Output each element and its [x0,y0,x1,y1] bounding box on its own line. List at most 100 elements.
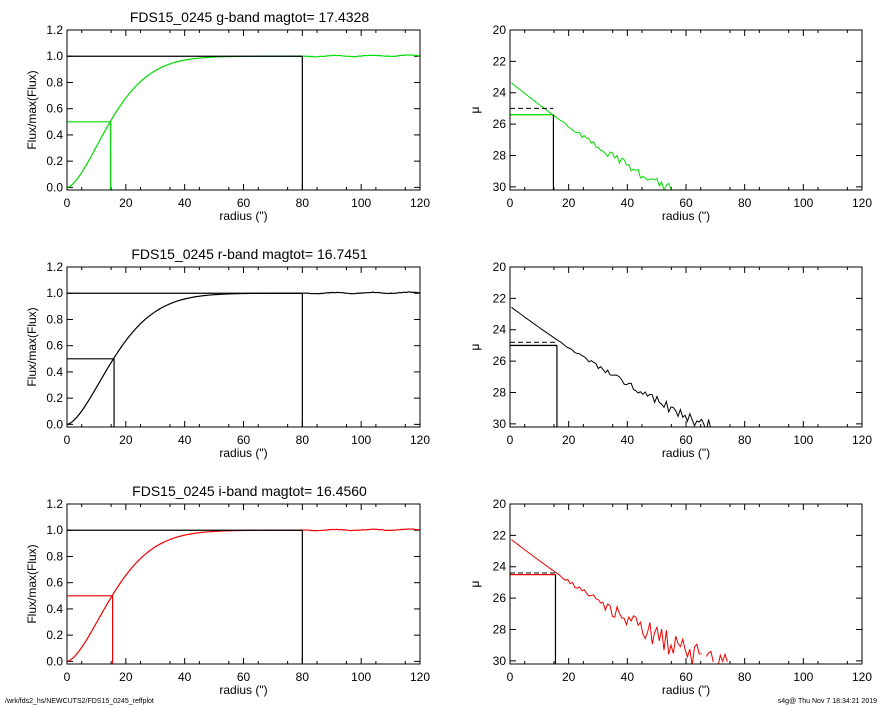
y-axis-label: Flux/max(Flux) [25,70,39,149]
y-axis-label: μ [468,106,482,113]
x-axis-label: radius (") [219,209,267,223]
y-tick-label: 0.8 [46,75,63,89]
plot-area [67,291,420,427]
x-axis-label: radius (") [219,683,267,697]
y-tick-label: 0.4 [46,602,63,616]
plot-frame [509,266,863,428]
y-tick-label: 1.2 [46,497,63,511]
y-tick-label: 0.4 [46,128,63,142]
y-tick-label: 0.0 [46,180,63,194]
chart-title: FDS15_0245 i-band magtot= 16.4560 [132,483,367,499]
footer-path: /wrk/fds2_hs/NEWCUTS2/FDS15_0245_reffplo… [5,698,154,705]
y-tick-label: 26 [493,354,507,368]
x-tick-label: 60 [237,670,251,684]
y-tick-label: 0.6 [46,102,63,116]
y-tick-label: 24 [493,323,507,337]
x-axis-label: radius (") [219,446,267,460]
y-tick-label: 0.6 [46,576,63,590]
plot-frame [509,29,863,191]
y-tick-label: 0.0 [46,654,63,668]
x-tick-label: 100 [793,433,813,447]
growth-curve [67,528,420,662]
x-tick-label: 80 [738,670,752,684]
x-tick-label: 120 [852,196,872,210]
x-tick-label: 20 [562,196,576,210]
y-axis-label: Flux/max(Flux) [25,307,39,386]
plot-area [67,54,420,190]
x-tick-label: 0 [64,196,71,210]
y-tick-label: 1.0 [46,49,63,63]
x-tick-label: 100 [351,670,371,684]
x-axis-label: radius (") [662,209,710,223]
y-tick-label: 0.4 [46,365,63,379]
y-tick-label: 24 [493,560,507,574]
x-tick-label: 80 [296,670,310,684]
chart-title: FDS15_0245 g-band magtot= 17.4328 [130,9,370,25]
y-tick-label: 28 [493,148,507,162]
x-tick-label: 20 [119,670,133,684]
y-tick-label: 24 [493,86,507,100]
x-tick-label: 100 [793,196,813,210]
x-tick-label: 0 [64,670,71,684]
y-axis-label: μ [468,580,482,587]
panel-3: FDS15_0245 r-band magtot= 16.7451 0 20 40 60… [25,246,430,460]
x-tick-label: 20 [562,433,576,447]
y-axis-label: Flux/max(Flux) [25,544,39,623]
y-axis-label: μ [468,343,482,350]
x-tick-label: 120 [852,433,872,447]
x-tick-label: 80 [738,196,752,210]
x-tick-label: 120 [410,670,430,684]
profile-curve [511,306,711,427]
x-tick-label: 20 [119,433,133,447]
y-tick-label: 20 [493,23,507,37]
y-tick-label: 20 [493,260,507,274]
x-tick-label: 60 [237,433,251,447]
y-tick-label: 0.2 [46,154,63,168]
y-tick-label: 30 [493,417,507,431]
y-tick-label: 0.8 [46,312,63,326]
y-tick-label: 0.2 [46,391,63,405]
y-tick-label: 1.0 [46,286,63,300]
y-tick-label: 0.8 [46,549,63,563]
panel-1: FDS15_0245 g-band magtot= 17.4328 0 20 40 60… [25,9,430,223]
x-axis-label: radius (") [662,446,710,460]
x-tick-label: 100 [351,433,371,447]
y-tick-label: 0.2 [46,628,63,642]
x-tick-label: 40 [621,670,635,684]
y-tick-label: 1.0 [46,523,63,537]
y-tick-label: 22 [493,54,507,68]
x-tick-label: 120 [410,433,430,447]
footer-timestamp: s4g@ Thu Nov 7 18:34:21 2019 [777,698,877,705]
y-tick-label: 0.0 [46,417,63,431]
growth-curve [67,291,420,425]
y-tick-label: 1.2 [46,260,63,274]
panel-4: 0 20 40 60 80 100 120 20 22 24 26 28 30 radius (") μ [468,260,872,460]
plot-area [510,306,711,427]
y-tick-label: 0.6 [46,339,63,353]
x-tick-label: 60 [679,433,693,447]
x-tick-label: 40 [621,196,635,210]
x-axis-label: radius (") [662,683,710,697]
x-tick-label: 20 [119,196,133,210]
x-tick-label: 80 [738,433,752,447]
y-tick-label: 22 [493,528,507,542]
x-tick-label: 40 [178,670,192,684]
x-tick-label: 100 [793,670,813,684]
growth-curve [67,54,420,188]
plot-frame [66,266,421,428]
chart-title: FDS15_0245 r-band magtot= 16.7451 [131,246,367,262]
plot-frame [66,29,421,191]
x-tick-label: 80 [296,433,310,447]
x-tick-label: 80 [296,196,310,210]
x-tick-label: 0 [507,433,514,447]
x-tick-label: 120 [852,670,872,684]
plot-frame [509,503,863,665]
y-tick-label: 28 [493,385,507,399]
plot-frame [66,503,421,665]
plot-area [510,82,681,190]
x-tick-label: 100 [351,196,371,210]
x-tick-label: 0 [64,433,71,447]
x-tick-label: 0 [507,196,514,210]
x-tick-label: 40 [178,196,192,210]
